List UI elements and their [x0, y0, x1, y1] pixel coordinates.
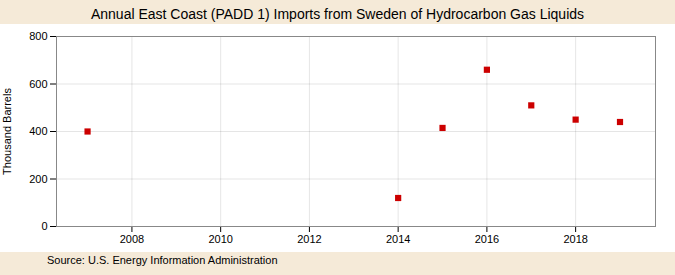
svg-text:200: 200 [29, 173, 47, 185]
svg-text:2008: 2008 [120, 233, 144, 245]
html-text:Annual East Coast (PADD 1) Imp: Annual East Coast (PADD 1) Imports from … [91, 6, 584, 22]
svg-text:2012: 2012 [297, 233, 321, 245]
svg-text:2010: 2010 [208, 233, 232, 245]
svg-text:2014: 2014 [386, 233, 410, 245]
svg-text:600: 600 [29, 78, 47, 90]
svg-text:Thousand Barrels: Thousand Barrels [1, 88, 13, 175]
svg-text:400: 400 [29, 125, 47, 137]
svg-text:800: 800 [29, 30, 47, 42]
svg-text:0: 0 [41, 220, 47, 232]
svg-text:2018: 2018 [563, 233, 587, 245]
html-text:Source: U.S. Energy Informatio: Source: U.S. Energy Information Administ… [47, 254, 278, 266]
svg-text:2016: 2016 [475, 233, 499, 245]
